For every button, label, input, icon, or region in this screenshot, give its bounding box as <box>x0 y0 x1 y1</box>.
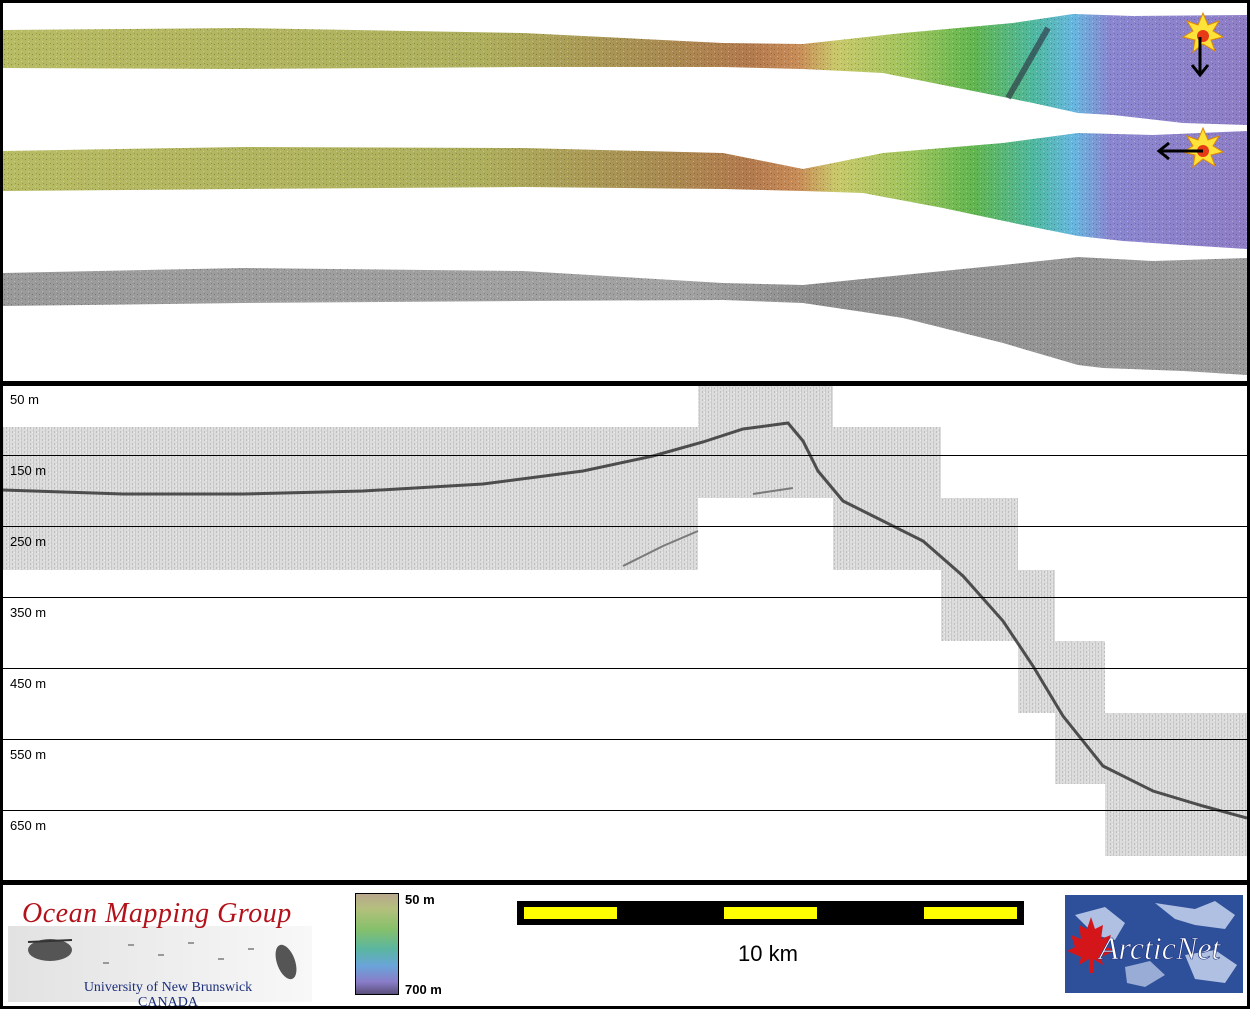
omg-logo: Ocean Mapping Group University of New Br… <box>8 892 312 1010</box>
depth-gridline <box>3 597 1247 598</box>
panel-divider-2 <box>0 880 1250 885</box>
colorbar-bottom-label: 700 m <box>405 982 442 997</box>
arcticnet-logo-image: ArcticNet <box>1065 895 1243 993</box>
omg-university: University of New Brunswick <box>83 980 253 995</box>
depth-label: 550 m <box>10 747 47 762</box>
omg-title: Ocean Mapping Group <box>22 898 292 929</box>
omg-logo-image <box>8 926 312 1002</box>
swath-panel <box>3 3 1247 381</box>
sub-bottom-reflector <box>622 487 794 567</box>
depth-gridline <box>3 455 1247 456</box>
maple-leaf-icon <box>1067 917 1115 973</box>
scale-bar-segment <box>924 907 1017 919</box>
profile-data-blocks <box>3 386 1247 856</box>
omg-country: CANADA <box>138 995 198 1010</box>
depth-gridline <box>3 668 1247 669</box>
depth-label: 150 m <box>10 463 47 478</box>
arcticnet-wordmark: ArcticNet <box>1097 930 1222 966</box>
scale-bar <box>517 901 1024 925</box>
down-arrow-icon <box>1190 37 1210 78</box>
left-arrow-icon <box>1156 141 1203 161</box>
colorbar-top-label: 50 m <box>405 892 435 907</box>
scale-bar-segment <box>724 907 817 919</box>
seafloor-reflector <box>3 421 1247 820</box>
depth-label: 250 m <box>10 534 47 549</box>
depth-gridline <box>3 739 1247 740</box>
arcticnet-logo: ArcticNet <box>1065 895 1243 993</box>
swath-maps <box>3 11 1247 375</box>
depth-colorbar <box>355 893 399 995</box>
profile-panel: 50 m 150 m 250 m 350 m 450 m 550 m 650 m <box>3 386 1247 880</box>
footer-panel: Ocean Mapping Group University of New Br… <box>3 885 1247 1010</box>
depth-label: 450 m <box>10 676 47 691</box>
panel-divider-1 <box>0 381 1250 386</box>
scale-bar-label: 10 km <box>738 941 798 966</box>
depth-gridline <box>3 810 1247 811</box>
depth-label: 650 m <box>10 818 47 833</box>
depth-label: 350 m <box>10 605 47 620</box>
scale-bar-segment <box>524 907 617 919</box>
profile-image <box>3 386 1247 856</box>
depth-gridline <box>3 526 1247 527</box>
depth-label: 50 m <box>10 392 39 407</box>
